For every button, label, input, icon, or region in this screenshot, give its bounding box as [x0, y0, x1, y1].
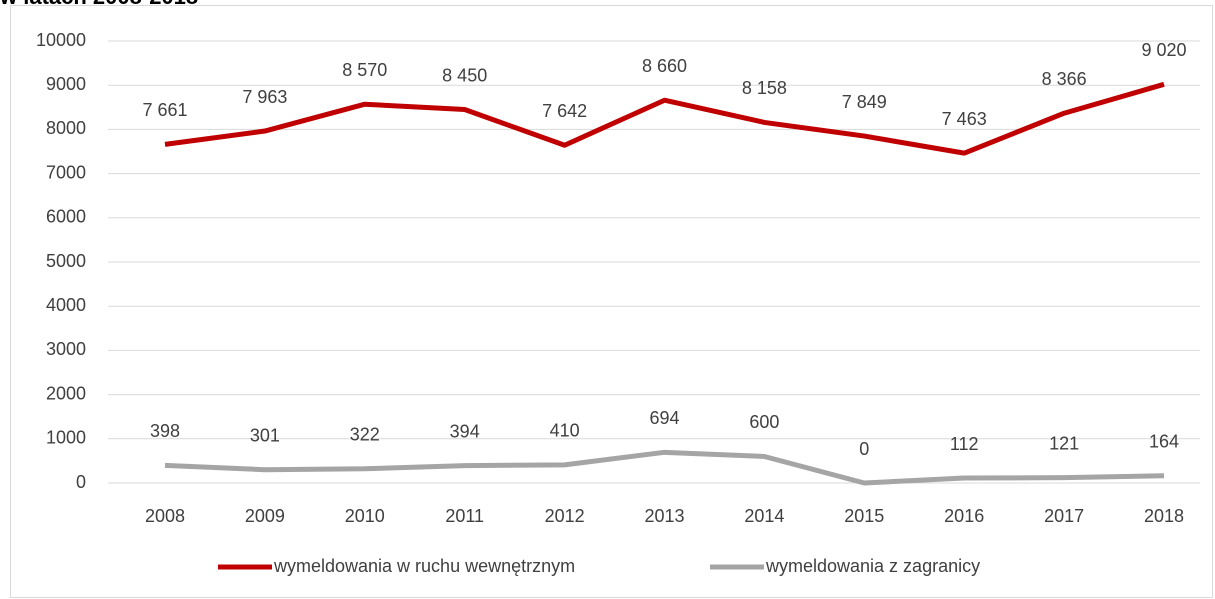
x-tick-label: 2017: [1044, 506, 1084, 526]
y-tick-label: 6000: [46, 207, 86, 227]
x-tick-label: 2008: [145, 506, 185, 526]
data-label: 322: [350, 425, 380, 445]
data-label: 8 570: [342, 60, 387, 80]
data-label: 410: [550, 421, 580, 441]
x-tick-label: 2011: [445, 506, 484, 526]
data-label: 7 849: [842, 92, 887, 112]
data-label: 8 366: [1042, 69, 1087, 89]
legend-label: wymeldowania w ruchu wewnętrznym: [273, 556, 575, 576]
x-tick-label: 2013: [644, 506, 684, 526]
y-tick-label: 4000: [46, 295, 86, 315]
data-label: 121: [1049, 433, 1079, 453]
data-label: 694: [649, 408, 679, 428]
data-label: 7 463: [942, 109, 987, 129]
y-tick-label: 8000: [46, 118, 86, 138]
data-label: 8 158: [742, 78, 787, 98]
data-label: 8 450: [442, 65, 487, 85]
data-label: 7 963: [242, 87, 287, 107]
y-tick-label: 7000: [46, 162, 86, 182]
data-label: 9 020: [1141, 40, 1186, 60]
data-label: 7 661: [142, 100, 187, 120]
data-label: 301: [250, 425, 280, 445]
data-label: 7 642: [542, 101, 587, 121]
chart-title: w latach 2008-2018: [0, 0, 198, 9]
data-label: 394: [450, 421, 480, 441]
legend-label: wymeldowania z zagranicy: [765, 556, 980, 576]
x-tick-label: 2018: [1144, 506, 1184, 526]
x-tick-label: 2010: [345, 506, 385, 526]
y-tick-label: 0: [76, 472, 86, 492]
data-label: 112: [950, 434, 979, 454]
x-tick-label: 2012: [545, 506, 585, 526]
y-tick-label: 3000: [46, 339, 86, 359]
y-tick-label: 2000: [46, 383, 86, 403]
data-label: 164: [1149, 432, 1179, 452]
series-line: [164, 449, 1165, 486]
data-label: 0: [859, 439, 869, 459]
series-line: [164, 81, 1165, 156]
y-tick-label: 1000: [46, 428, 86, 448]
x-tick-label: 2014: [744, 506, 784, 526]
x-tick-label: 2016: [944, 506, 984, 526]
y-tick-label: 10000: [36, 30, 86, 50]
y-tick-label: 5000: [46, 251, 86, 271]
data-label: 8 660: [642, 56, 687, 76]
data-label: 398: [150, 421, 180, 441]
x-tick-label: 2009: [245, 506, 285, 526]
y-tick-label: 9000: [46, 74, 86, 94]
data-label: 600: [749, 412, 779, 432]
chart-border: [10, 5, 1213, 598]
x-tick-label: 2015: [844, 506, 884, 526]
